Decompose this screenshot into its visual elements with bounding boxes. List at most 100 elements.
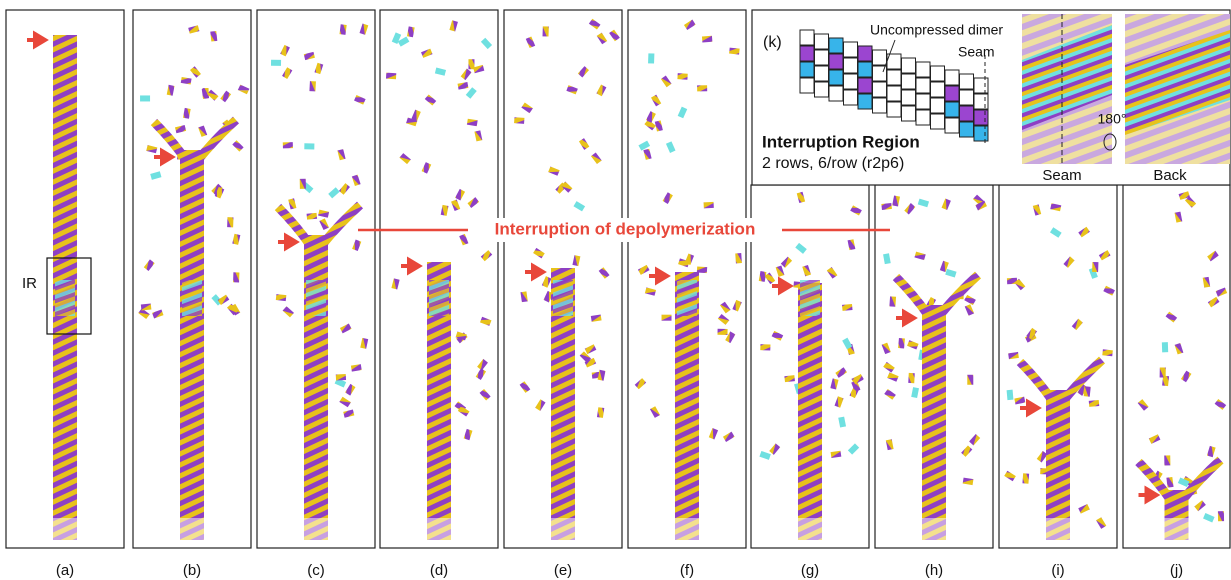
dimer	[648, 53, 655, 64]
dimer	[646, 111, 656, 123]
dimer	[1207, 296, 1220, 308]
dimer	[359, 23, 369, 35]
microtubule	[1046, 390, 1070, 540]
dimer	[411, 109, 421, 122]
lattice-cell	[814, 65, 829, 82]
dimer	[683, 19, 696, 31]
dimer	[1063, 256, 1075, 268]
dimer	[214, 186, 225, 199]
dimer	[898, 338, 905, 349]
protofilament-right	[318, 201, 364, 248]
dimer	[703, 201, 714, 209]
dimer	[964, 294, 976, 306]
protofilament-right	[1060, 356, 1106, 403]
arrow	[278, 232, 300, 252]
dimer	[1078, 226, 1090, 238]
lattice-cell	[814, 81, 829, 98]
dimer	[542, 26, 549, 37]
panel-label: (f)	[680, 562, 694, 579]
dimer	[350, 364, 362, 372]
dimer	[460, 68, 472, 81]
dimer	[969, 434, 981, 446]
arrow	[896, 308, 918, 328]
microtubule-fade	[427, 518, 451, 540]
dimer	[152, 309, 164, 319]
dimer	[661, 314, 672, 321]
lattice-cell	[959, 89, 974, 106]
dimer	[339, 24, 347, 35]
dimer	[314, 62, 324, 75]
lattice-cell	[901, 89, 916, 106]
dimer	[385, 72, 397, 80]
dimer	[1004, 470, 1016, 482]
dimer	[533, 247, 545, 259]
dimer	[473, 64, 485, 74]
dimer	[280, 44, 290, 57]
ir-label: IR	[22, 275, 37, 292]
dimer	[519, 381, 531, 393]
dimer	[708, 427, 719, 440]
lattice-cell	[872, 97, 887, 114]
lattice-cell	[799, 45, 815, 62]
lattice-cell	[814, 49, 829, 66]
inset-label: (k)	[763, 34, 782, 51]
lattice-cell	[814, 33, 829, 50]
dimer	[665, 141, 676, 153]
panel: (g)	[750, 184, 870, 579]
lattice-cell	[886, 69, 902, 86]
dimer	[548, 166, 560, 176]
lattice-cell	[901, 73, 916, 90]
dimer	[1194, 500, 1206, 512]
dimer	[233, 272, 240, 283]
dimer	[351, 174, 361, 186]
dimer	[1036, 450, 1048, 463]
dimer	[881, 342, 891, 355]
dimer	[1050, 203, 1062, 212]
arrow	[154, 147, 176, 167]
dimer	[232, 140, 244, 152]
dimer	[434, 67, 447, 76]
arrow	[525, 262, 547, 282]
lattice-cell	[857, 93, 873, 110]
dimer	[852, 374, 864, 385]
dimer	[1006, 389, 1014, 401]
inset: (k) Uncompressed dimer Seam Interruption Re…	[751, 9, 1231, 186]
dimer	[440, 204, 449, 216]
dimer	[677, 106, 688, 119]
panel: (h)	[874, 184, 994, 579]
dimer	[851, 380, 861, 392]
lattice-cell	[973, 109, 989, 126]
dimer	[479, 388, 491, 401]
dimer	[140, 303, 152, 311]
dimer	[183, 107, 191, 119]
dimer	[764, 272, 776, 285]
dimer	[1137, 399, 1149, 411]
protofilament-right	[936, 271, 982, 318]
rotation-arrow	[1103, 133, 1117, 151]
dimer	[780, 256, 793, 268]
arrow	[1020, 398, 1042, 418]
dimer	[1214, 398, 1227, 410]
lattice-cell	[843, 41, 858, 58]
dimer	[421, 162, 432, 174]
lattice-cell	[901, 57, 916, 74]
dimer	[477, 358, 488, 371]
uncompressed-label: Uncompressed dimer	[870, 22, 1003, 38]
dimer	[232, 233, 241, 245]
dimer	[830, 378, 839, 390]
dimer	[579, 351, 591, 363]
dimer	[654, 120, 663, 132]
dimer	[480, 250, 493, 262]
dimer	[455, 188, 466, 201]
dimer	[207, 89, 219, 101]
arrow	[649, 266, 671, 286]
dimer	[202, 87, 209, 99]
dimer	[318, 209, 330, 218]
dimer	[651, 94, 662, 107]
lattice-cell	[857, 77, 873, 94]
interruption-region	[677, 280, 697, 316]
interruption-region	[800, 280, 820, 316]
dimer	[802, 264, 812, 277]
dimer	[884, 389, 896, 400]
dimer	[1177, 477, 1190, 488]
